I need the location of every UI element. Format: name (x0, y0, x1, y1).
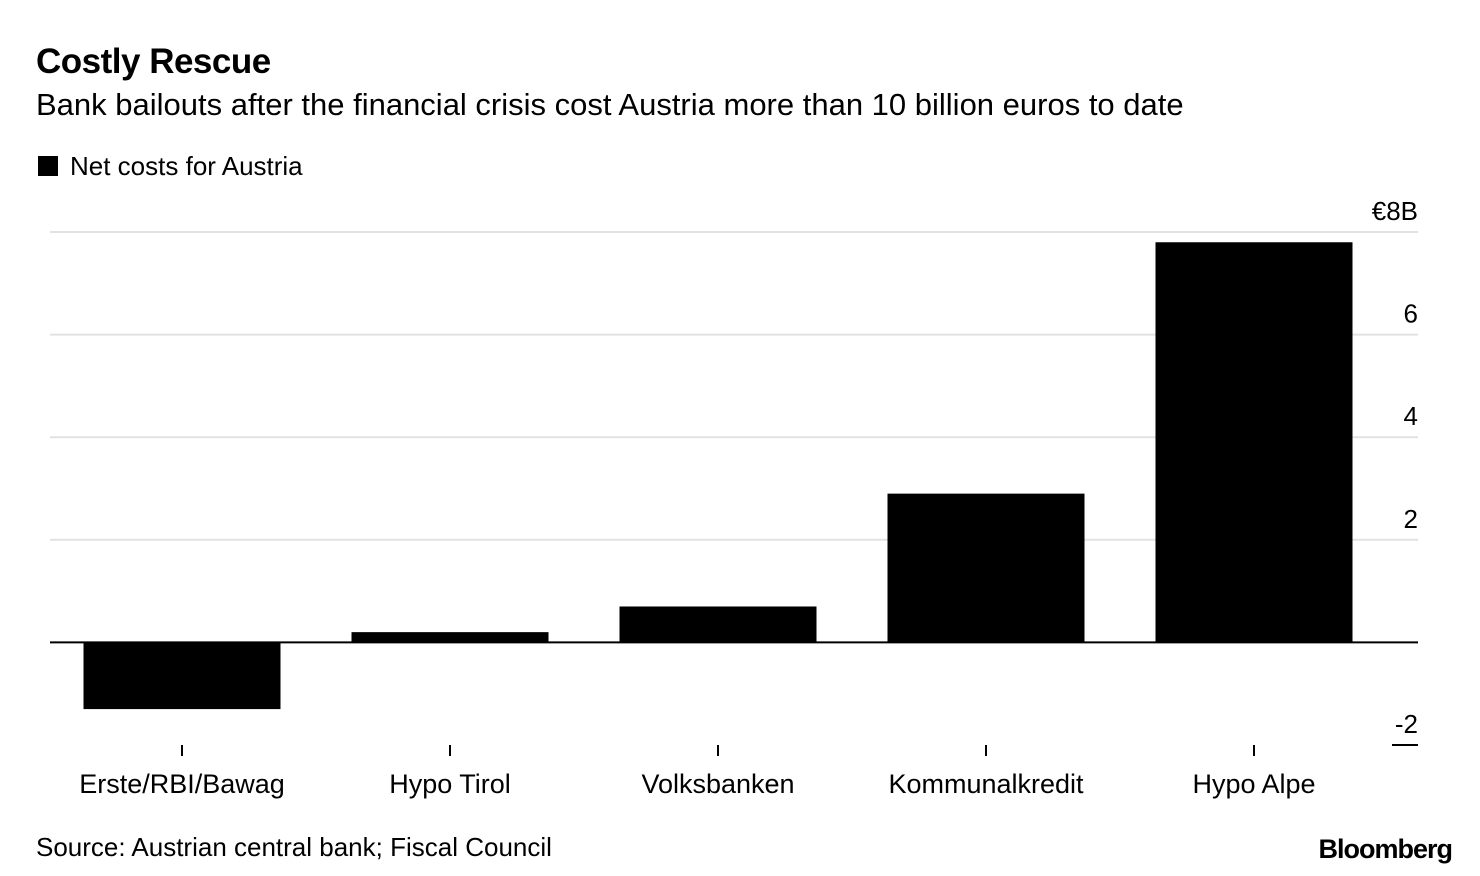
x-tick-label: Hypo Alpe (1192, 769, 1315, 799)
y-tick-label: €8B (1372, 196, 1418, 226)
y-tick-label: -2 (1395, 709, 1418, 739)
y-tick-label: 6 (1404, 299, 1418, 329)
bar (351, 632, 549, 643)
bar (619, 606, 817, 643)
bar (887, 493, 1085, 643)
x-tick-label: Hypo Tirol (389, 769, 511, 799)
legend-swatch (38, 156, 58, 176)
bar (83, 642, 281, 710)
bloomberg-logo: Bloomberg (1318, 834, 1453, 864)
bar (1155, 242, 1353, 643)
y-tick-label: 4 (1404, 401, 1418, 431)
chart-subtitle: Bank bailouts after the financial crisis… (36, 87, 1184, 122)
x-tick-label: Volksbanken (641, 769, 794, 799)
legend: Net costs for Austria (38, 149, 303, 183)
chart-title: Costly Rescue (36, 42, 271, 81)
x-tick-label: Erste/RBI/Bawag (79, 769, 285, 799)
axes: €8B 6 4 2 -2 Erste/RBI/Bawag Hypo Tirol Volksba… (50, 196, 1418, 799)
bars (83, 242, 1353, 710)
y-tick-label: 2 (1404, 504, 1418, 534)
legend-label: Net costs for Austria (70, 150, 303, 181)
x-tick-label: Kommunalkredit (888, 769, 1084, 799)
source-note: Source: Austrian central bank; Fiscal Co… (36, 832, 552, 862)
